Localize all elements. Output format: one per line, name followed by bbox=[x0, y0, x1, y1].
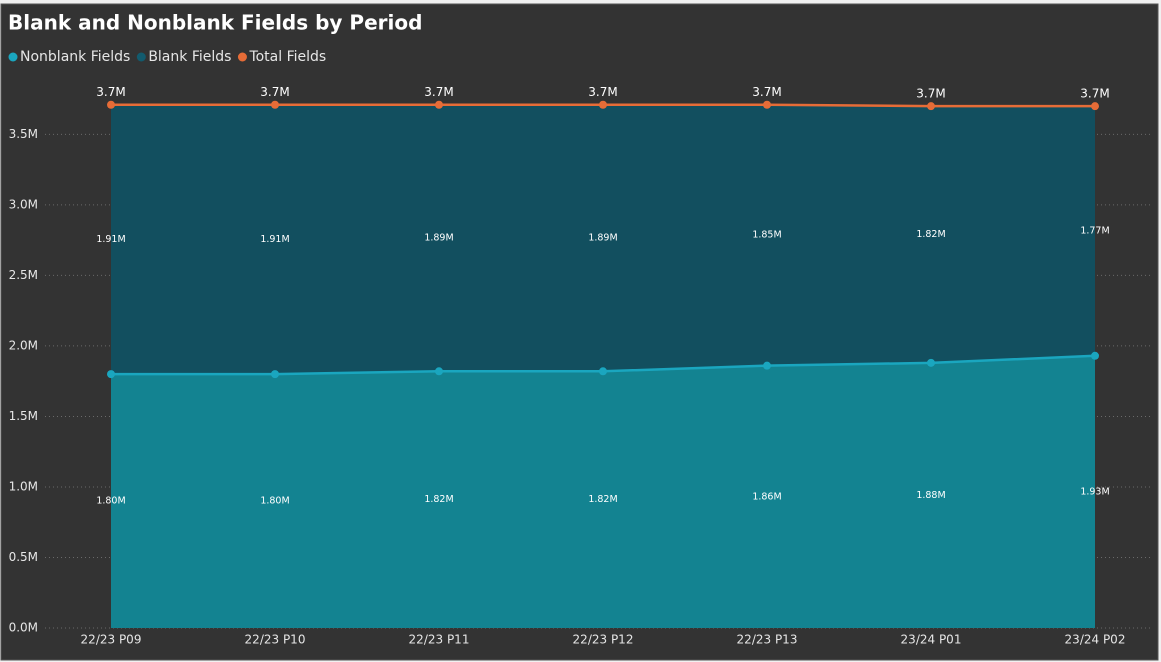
data-label: 3.7M bbox=[424, 85, 453, 99]
point bbox=[107, 370, 115, 379]
data-label: 1.77M bbox=[1080, 225, 1109, 236]
legend-marker bbox=[237, 52, 247, 62]
data-label: 1.80M bbox=[96, 496, 125, 507]
legend-marker bbox=[136, 52, 146, 62]
data-label: 1.89M bbox=[424, 233, 453, 244]
data-label: 3.7M bbox=[588, 85, 617, 99]
y-tick-label: 0.5M bbox=[9, 550, 38, 564]
data-label: 3.7M bbox=[1080, 87, 1109, 101]
point bbox=[1091, 102, 1099, 111]
x-tick-label: 22/23 P12 bbox=[573, 633, 634, 647]
data-label: 1.82M bbox=[916, 229, 945, 240]
point bbox=[599, 367, 607, 376]
data-label: 1.91M bbox=[96, 234, 125, 245]
point bbox=[435, 100, 443, 109]
point bbox=[763, 361, 771, 370]
data-label: 1.89M bbox=[588, 233, 617, 244]
data-label: 1.86M bbox=[752, 491, 781, 502]
y-tick-label: 3.5M bbox=[9, 127, 38, 141]
point bbox=[435, 367, 443, 376]
point bbox=[927, 102, 935, 111]
chart-title: Blank and Nonblank Fields by Period bbox=[8, 11, 422, 35]
data-label: 1.88M bbox=[916, 490, 945, 501]
x-tick-label: 22/23 P11 bbox=[409, 633, 470, 647]
legend-marker bbox=[8, 52, 18, 62]
x-tick-label: 23/24 P02 bbox=[1065, 633, 1126, 647]
data-label: 1.91M bbox=[260, 234, 289, 245]
x-tick-label: 22/23 P09 bbox=[81, 633, 142, 647]
data-label: 1.82M bbox=[588, 494, 617, 505]
area bbox=[111, 104, 1095, 375]
point bbox=[763, 100, 771, 109]
data-label: 3.7M bbox=[752, 85, 781, 99]
data-label: 1.82M bbox=[424, 494, 453, 505]
data-label: 1.93M bbox=[1080, 486, 1109, 497]
y-tick-label: 2.5M bbox=[9, 268, 38, 282]
y-tick-label: 1.0M bbox=[9, 479, 38, 493]
y-tick-label: 1.5M bbox=[9, 409, 38, 423]
legend-label: Blank Fields bbox=[148, 49, 231, 65]
legend-label: Total Fields bbox=[248, 49, 326, 65]
point bbox=[1091, 351, 1099, 360]
point bbox=[271, 370, 279, 379]
data-label: 3.7M bbox=[260, 85, 289, 99]
point bbox=[599, 100, 607, 109]
y-tick-label: 2.0M bbox=[9, 338, 38, 352]
point bbox=[107, 100, 115, 109]
legend: Nonblank Fields Blank Fields Total Fields bbox=[8, 49, 326, 65]
y-tick-label: 3.0M bbox=[9, 197, 38, 211]
x-tick-label: 23/24 P01 bbox=[901, 633, 962, 647]
data-label: 1.85M bbox=[752, 230, 781, 241]
data-label: 3.7M bbox=[916, 87, 945, 101]
x-tick-label: 22/23 P13 bbox=[737, 633, 798, 647]
y-tick-label: 0.0M bbox=[9, 621, 38, 635]
data-label: 3.7M bbox=[96, 85, 125, 99]
legend-label: Nonblank Fields bbox=[20, 49, 130, 65]
point bbox=[927, 358, 935, 367]
point bbox=[271, 100, 279, 109]
area bbox=[111, 355, 1095, 628]
data-label: 1.80M bbox=[260, 496, 289, 507]
x-tick-label: 22/23 P10 bbox=[245, 633, 306, 647]
